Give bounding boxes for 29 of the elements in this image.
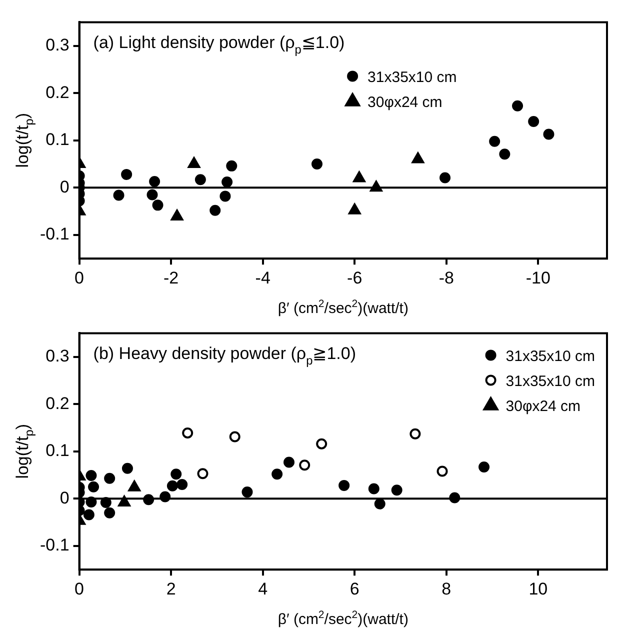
x-tick-label: 10 [528, 579, 548, 598]
x-tick-label: 0 [74, 268, 84, 288]
x-tick-label: -6 [347, 268, 362, 288]
y-tick-label: 0.1 [46, 130, 70, 150]
legend-label: 31x35x10 cm [368, 69, 457, 86]
y-tick-label: -0.1 [40, 536, 70, 555]
legend-label: 31x35x10 cm [506, 373, 595, 390]
y-tick-label: -0.1 [40, 224, 70, 244]
x-tick-label: -10 [526, 268, 550, 288]
x-tick-label: -4 [255, 268, 270, 288]
x-tick-label: 2 [166, 579, 176, 598]
y-axis-title: log(t/tp) [13, 112, 36, 168]
y-tick-label: 0.2 [46, 394, 70, 413]
legend-label: 30φx24 cm [506, 398, 581, 416]
y-tick-label: 0 [60, 488, 70, 508]
y-tick-label: 0.3 [46, 36, 70, 55]
y-tick-label: 0.1 [46, 441, 70, 460]
x-tick-label: 4 [258, 579, 268, 598]
x-tick-label: -2 [164, 268, 179, 288]
y-tick-label: 0 [60, 177, 70, 196]
y-tick-label: 0.3 [46, 346, 70, 366]
x-tick-label: 6 [350, 579, 360, 598]
legend-label: 31x35x10 cm [506, 348, 595, 366]
x-tick-label: 8 [442, 579, 452, 598]
y-axis-title: log(t/tp) [13, 424, 36, 479]
y-tick-label: 0.2 [46, 82, 70, 102]
x-tick-label: -8 [438, 268, 454, 288]
x-tick-label: 0 [74, 579, 84, 598]
legend-label: 30φx24 cm [368, 94, 442, 112]
